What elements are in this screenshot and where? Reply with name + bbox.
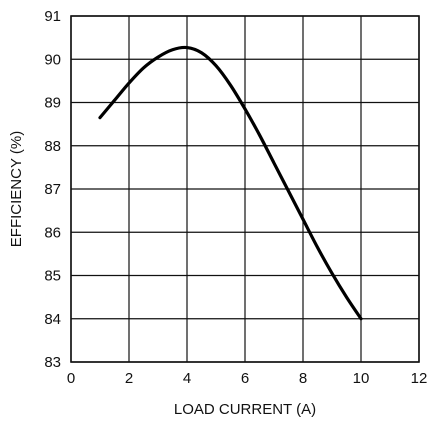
y-tick-label: 86 <box>44 224 61 241</box>
y-tick-label: 91 <box>44 8 61 25</box>
x-tick-label: 0 <box>67 370 75 387</box>
x-tick-label: 12 <box>411 370 428 387</box>
y-tick-label: 83 <box>44 354 61 371</box>
y-tick-label: 84 <box>44 311 61 328</box>
y-tick-label: 90 <box>44 51 61 68</box>
y-tick-label: 88 <box>44 138 61 155</box>
plot-frame <box>70 15 420 363</box>
y-tick-label: 89 <box>44 95 61 112</box>
x-tick-label: 8 <box>299 370 307 387</box>
y-tick-label: 85 <box>44 268 61 285</box>
x-tick-label: 4 <box>183 370 191 387</box>
y-tick-label: 87 <box>44 181 61 198</box>
efficiency-curve <box>98 45 363 321</box>
y-tick-labels: 83 84 85 86 87 88 89 90 91 <box>44 8 61 371</box>
y-axis-label: EFFICIENCY (%) <box>8 131 25 247</box>
x-tick-label: 6 <box>241 370 249 387</box>
x-tick-label: 2 <box>125 370 133 387</box>
x-tick-labels: 0 2 4 6 8 10 12 <box>67 370 428 387</box>
grid <box>70 15 420 363</box>
x-tick-label: 10 <box>353 370 370 387</box>
x-axis-label: LOAD CURRENT (A) <box>174 401 316 418</box>
